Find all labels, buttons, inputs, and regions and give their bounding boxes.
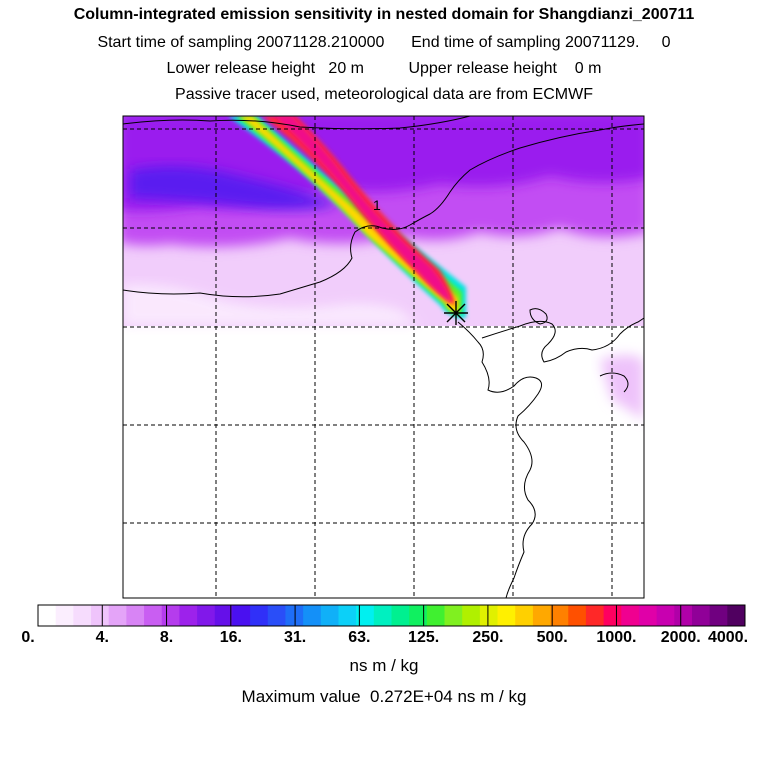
colorbar-cell (214, 605, 233, 626)
colorbar-cell (38, 605, 57, 626)
map-frame (122, 115, 645, 599)
colorbar-cell (55, 605, 74, 626)
colorbar-cell (656, 605, 675, 626)
release-height-line: Lower release height 20 m Upper release … (166, 60, 602, 77)
colorbar-tick-label: 63. (348, 629, 371, 646)
colorbar-tick-label: 4000. (707, 629, 749, 646)
colorbar-cell (709, 605, 728, 626)
colorbar-cell (550, 605, 569, 626)
colorbar-cell (285, 605, 304, 626)
colorbar-cell (691, 605, 711, 626)
field-blue-band (130, 166, 340, 210)
colorbar-cell (320, 605, 339, 626)
colorbar-cell (603, 605, 622, 626)
colorbar-cell (126, 605, 145, 626)
plume-time-label: 1 (373, 197, 381, 213)
colorbar (37, 604, 746, 627)
colorbar-cell (426, 605, 445, 626)
colorbar-cell (727, 605, 746, 626)
colorbar-cell (161, 605, 180, 626)
sampling-time-line: Start time of sampling 20071128.210000 E… (97, 34, 671, 51)
colorbar-tick-label: 8. (159, 629, 174, 646)
colorbar-cell (568, 605, 587, 626)
map-field: 1 (123, 116, 644, 598)
colorbar-cell (179, 605, 198, 626)
colorbar-cell (621, 605, 640, 626)
colorbar-cell (638, 605, 658, 626)
graticule (123, 116, 644, 598)
colorbar-cell (356, 605, 375, 626)
colorbar-tick-label: 1000. (596, 629, 637, 646)
field-pale-patches (123, 284, 420, 326)
colorbar-tick-label: 250. (472, 629, 504, 646)
colorbar-tick-label: 31. (283, 629, 307, 646)
map-title: Column-integrated emission sensitivity i… (73, 6, 695, 23)
colorbar-tick-label: 2000. (660, 629, 701, 646)
colorbar-cell (303, 605, 322, 626)
colorbar-cell (91, 605, 110, 626)
colorbar-tick-label: 500. (536, 629, 568, 646)
colorbar-cell (373, 605, 392, 626)
colorbar-cell (391, 605, 410, 626)
plume-magenta-core (274, 116, 452, 304)
release-star-marker (444, 301, 468, 325)
colorbar-cell (108, 605, 127, 626)
colorbar-cell (585, 605, 604, 626)
colorbar-cell (497, 605, 516, 626)
field-east-patch (600, 355, 644, 420)
colorbar-cell (250, 605, 269, 626)
colorbar-cell (338, 605, 357, 626)
colorbar-cell (232, 605, 251, 626)
colorbar-units: ns m / kg (349, 656, 419, 675)
colorbar-cell (462, 605, 481, 626)
coastlines (123, 116, 644, 598)
colorbar-tick-label: 4. (95, 629, 109, 646)
tracer-info-line: Passive tracer used, meteorological data… (175, 86, 593, 103)
maximum-value-label: Maximum value 0.272E+04 ns m / kg (241, 687, 527, 706)
colorbar-cell (197, 605, 216, 626)
colorbar-cell (444, 605, 463, 626)
plume-yellow (240, 116, 458, 312)
colorbar-cell (267, 605, 286, 626)
colorbar-cell (479, 605, 498, 626)
colorbar-cell (409, 605, 428, 626)
colorbar-tick-label: 0. (21, 629, 35, 646)
colorbar-tick-label: 125. (408, 629, 440, 646)
colorbar-cell (144, 605, 163, 626)
colorbar-cell (515, 605, 534, 626)
colorbar-frame (37, 604, 746, 627)
colorbar-tick-label: 16. (219, 629, 242, 646)
colorbar-cell (73, 605, 92, 626)
colorbar-cell (674, 605, 693, 626)
colorbar-cell (532, 605, 551, 626)
